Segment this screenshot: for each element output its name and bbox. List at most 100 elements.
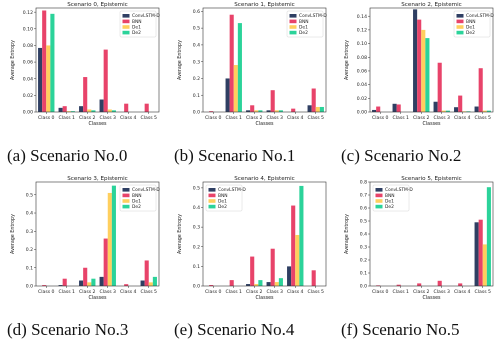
bar	[124, 284, 129, 286]
legend-label: ConvLSTM-D	[218, 187, 246, 193]
y-tick-label: 0.1	[193, 93, 200, 99]
legend-label: De1	[218, 198, 227, 204]
bar	[482, 244, 487, 286]
legend-swatch	[122, 25, 130, 29]
plot-frame	[202, 7, 327, 113]
y-tick-label: 0.0	[193, 284, 200, 290]
caption-b: (b) Scenario No.1	[174, 146, 296, 165]
bar	[454, 107, 459, 112]
bar	[107, 192, 112, 286]
x-tick-label: Class 1	[226, 115, 243, 121]
legend-label: De2	[132, 204, 141, 210]
bar	[79, 106, 84, 112]
y-tick-label: 0.4	[193, 43, 200, 49]
x-tick-label: Class 3	[100, 115, 117, 121]
x-tick-label: Class 1	[393, 289, 410, 295]
legend-swatch	[375, 199, 383, 203]
y-tick-label: 0.06	[23, 60, 33, 66]
bar	[266, 282, 271, 286]
bar	[474, 106, 479, 112]
bar	[421, 29, 426, 112]
y-tick-label: 0.08	[357, 55, 367, 61]
x-tick-label: Class 5	[308, 289, 325, 295]
bar	[148, 282, 153, 286]
chart-panel-1: Scenario 1, Epistemic 0.0 0.1 0.2 0.3 0.4 0.5 0…	[177, 2, 327, 127]
bar	[466, 111, 471, 112]
x-tick-label: Class 4	[454, 289, 471, 295]
y-tick-label: 0.02	[23, 93, 33, 99]
legend-swatch	[289, 25, 297, 29]
legend-label: De2	[385, 204, 394, 210]
y-tick-label: 0.02	[357, 96, 367, 102]
bar	[140, 280, 145, 286]
bar	[50, 13, 55, 113]
y-tick-label: 0.06	[357, 69, 367, 75]
caption-f: (f) Scenario No.5	[341, 320, 460, 339]
bar	[258, 280, 263, 286]
bar	[62, 278, 67, 286]
bar	[66, 111, 71, 112]
bar	[250, 256, 255, 286]
y-tick-label: 0.2	[360, 258, 367, 264]
bar	[437, 62, 442, 112]
x-tick-label: Class 2	[79, 115, 96, 121]
bar	[237, 23, 242, 113]
y-tick-label: 0.1	[26, 265, 33, 271]
chart-panel-5: Scenario 5, Epistemic 0.0 0.1 0.2 0.3 0.4 0.5 0…	[344, 176, 494, 301]
bar	[417, 283, 422, 286]
legend-label: De2	[466, 30, 475, 36]
x-tick-label: Class 0	[205, 115, 222, 121]
bar	[478, 219, 483, 286]
y-tick-label: 0.5	[193, 26, 200, 32]
bar	[246, 110, 251, 112]
bar	[291, 205, 296, 286]
legend-swatch	[375, 204, 383, 209]
y-tick-label: 0.6	[360, 206, 367, 212]
caption-c: (c) Scenario No.2	[341, 146, 462, 165]
x-tick-label: Class 0	[372, 115, 389, 121]
chart-title: Scenario 0, Epistemic	[67, 2, 127, 8]
legend-swatch	[122, 199, 130, 203]
bar	[152, 276, 157, 286]
y-tick-label: 0.12	[357, 27, 367, 33]
bar	[295, 234, 300, 286]
bar	[91, 278, 96, 286]
bar	[107, 109, 112, 112]
legend-label: ConvLSTM-D	[132, 13, 160, 19]
bar	[274, 282, 279, 286]
bar	[83, 77, 88, 112]
caption-a: (a) Scenario No.0	[7, 146, 128, 165]
legend-label: BNN	[132, 19, 142, 25]
y-tick-label: 0.4	[26, 211, 33, 217]
y-tick-label: 0.3	[193, 225, 200, 231]
legend-label: ConvLSTM-D	[299, 13, 327, 19]
bar	[396, 104, 401, 112]
chart-title: Scenario 3, Epistemic	[67, 176, 127, 182]
legend-label: De2	[299, 30, 308, 36]
chart-panel-0: Scenario 0, Epistemic 0.00 0.02 0.04 0.06 0.0…	[10, 2, 160, 127]
x-axis-label: Classes	[88, 121, 107, 127]
legend-swatch	[208, 193, 216, 198]
bar	[83, 267, 88, 286]
x-tick-label: Class 2	[413, 115, 430, 121]
legend-swatch	[122, 19, 130, 24]
x-tick-label: Class 1	[226, 289, 243, 295]
bar	[270, 90, 275, 112]
legend-label: ConvLSTM-D	[466, 13, 494, 19]
x-tick-label: Class 2	[413, 289, 430, 295]
legend-swatch	[456, 19, 464, 24]
chart-panel-4: Scenario 4, Epistemic 0.0 0.1 0.2 0.3 0.4 0.5 A…	[177, 176, 327, 301]
legend-label: De1	[385, 198, 394, 204]
chart-title: Scenario 5, Epistemic	[401, 176, 461, 182]
bar	[103, 238, 108, 286]
legend-label: De2	[218, 204, 227, 210]
y-tick-label: 0.5	[193, 185, 200, 191]
legend-swatch	[122, 204, 130, 209]
bar	[458, 283, 463, 286]
x-tick-label: Class 4	[120, 289, 137, 295]
